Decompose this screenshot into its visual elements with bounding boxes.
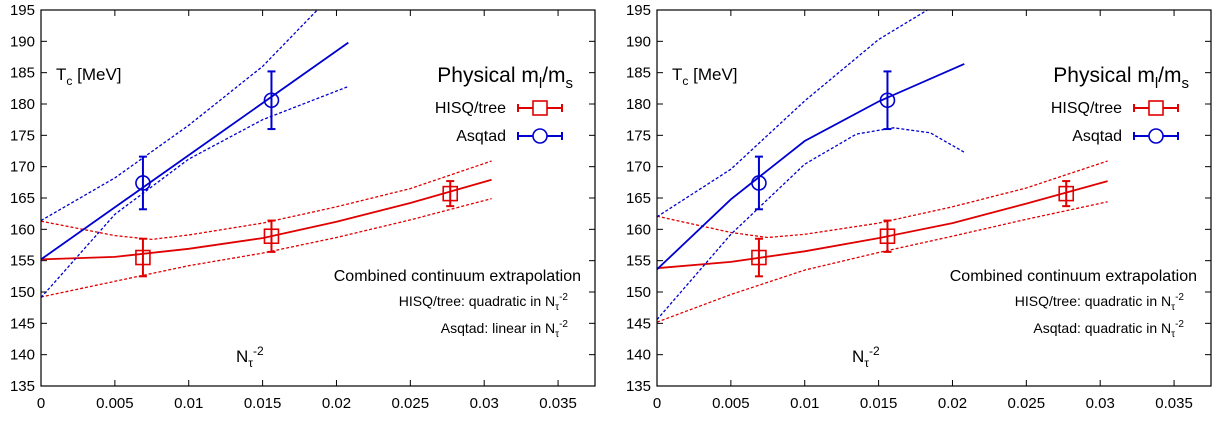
chart-title: Physical ml/ms <box>437 64 573 92</box>
y-tick-label: 135 <box>10 378 35 395</box>
y-tick-label: 160 <box>10 221 35 238</box>
x-tick-label: 0.005 <box>712 395 750 412</box>
chart-panel-1: 0 0.005 0.01 0.015 0.02 0.025 0.03 0.035 135 140 1… <box>10 2 596 412</box>
chart-panel-2: 0 0.005 0.01 0.015 0.02 0.025 0.03 0.035 135 140 1… <box>626 2 1212 412</box>
hisq-tree-point <box>442 185 459 202</box>
y-tick-label: 190 <box>626 33 651 50</box>
y-tick-label: 195 <box>626 2 651 19</box>
y-tick-label: 145 <box>10 315 35 332</box>
legend-label-asqtad: Asqtad <box>1072 128 1122 145</box>
annotation-hisq: HISQ/tree: quadratic in Nτ-2 <box>399 292 569 313</box>
y-tick-label: 180 <box>10 96 35 113</box>
hisq-tree-band-upper <box>657 160 1108 239</box>
x-tick-label: 0 <box>37 395 45 412</box>
legend-label-hisq-tree: HISQ/tree <box>435 100 506 117</box>
x-tick-label: 0.005 <box>96 395 134 412</box>
x-axis-title: Nτ-2 <box>852 344 880 370</box>
annotation-asqtad: Asqtad: quadratic in Nτ-2 <box>1033 319 1184 340</box>
asqtad-band-lower <box>657 127 965 321</box>
y-tick-label: 190 <box>10 33 35 50</box>
x-tick-label: 0.03 <box>470 395 499 412</box>
asqtad-point <box>879 92 896 109</box>
asqtad-fit-line <box>657 63 965 271</box>
x-tick-label: 0.025 <box>1008 395 1046 412</box>
asqtad-point <box>135 175 151 191</box>
y-tick-label: 135 <box>626 378 651 395</box>
annotation-hisq: HISQ/tree: quadratic in Nτ-2 <box>1015 292 1185 313</box>
plot-frame <box>656 9 1212 387</box>
chart-title: Physical ml/ms <box>1053 64 1189 92</box>
legend-label-asqtad: Asqtad <box>456 128 506 145</box>
y-tick-label: 165 <box>10 190 35 207</box>
y-tick-label: 140 <box>626 347 651 364</box>
asqtad-point <box>751 175 767 191</box>
hisq-tree-fit-line <box>41 178 492 261</box>
y-tick-label: 155 <box>626 253 651 270</box>
asqtad-band-upper <box>41 10 318 222</box>
x-tick-label: 0.015 <box>860 395 898 412</box>
y-tick-label: 145 <box>626 315 651 332</box>
x-tick-label: 0.02 <box>938 395 967 412</box>
asqtad-band-lower <box>41 85 349 299</box>
annotation-asqtad: Asqtad: linear in Nτ-2 <box>441 319 569 340</box>
y-tick-label: 140 <box>10 347 35 364</box>
y-tick-label: 180 <box>626 96 651 113</box>
y-tick-label: 155 <box>10 253 35 270</box>
legend-marker-hisq-tree <box>532 100 548 116</box>
hisq-tree-point <box>879 228 896 245</box>
x-tick-label: 0.025 <box>392 395 430 412</box>
x-tick-label: 0.015 <box>244 395 282 412</box>
y-tick-label: 170 <box>626 159 651 176</box>
y-tick-label: 175 <box>10 127 35 144</box>
y-tick-label: 150 <box>10 284 35 301</box>
x-tick-label: 0.02 <box>322 395 351 412</box>
asqtad-point <box>263 92 280 109</box>
annotation-heading: Combined continuum extrapolation <box>334 268 581 285</box>
hisq-tree-band-lower <box>657 201 1108 323</box>
hisq-tree-point <box>1058 185 1075 202</box>
y-tick-label: 185 <box>626 65 651 82</box>
hisq-tree-band-upper <box>41 160 492 241</box>
asqtad-fit-line <box>41 41 349 261</box>
x-tick-label: 0.035 <box>1155 395 1193 412</box>
hisq-tree-fit-line <box>657 180 1108 270</box>
legend-marker-asqtad <box>1148 128 1164 144</box>
hisq-tree-band-lower <box>41 197 492 298</box>
plot-area <box>41 10 492 299</box>
y-tick-label: 150 <box>626 284 651 301</box>
plot-area <box>657 10 1108 323</box>
legend-marker-asqtad <box>532 128 548 144</box>
x-tick-label: 0.03 <box>1086 395 1115 412</box>
y-tick-label: 160 <box>626 221 651 238</box>
x-axis-title: Nτ-2 <box>236 344 264 370</box>
hisq-tree-point <box>263 228 280 245</box>
x-tick-label: 0.01 <box>790 395 819 412</box>
y-tick-label: 195 <box>10 2 35 19</box>
x-tick-label: 0.01 <box>174 395 203 412</box>
y-tick-label: 165 <box>626 190 651 207</box>
y-axis-title: Tc [MeV] <box>56 65 122 88</box>
x-tick-label: 0.035 <box>539 395 577 412</box>
y-tick-label: 175 <box>626 127 651 144</box>
plot-frame <box>40 9 596 387</box>
legend-label-hisq-tree: HISQ/tree <box>1051 100 1122 117</box>
hisq-tree-point <box>135 249 151 266</box>
x-tick-label: 0 <box>653 395 661 412</box>
y-tick-label: 170 <box>10 159 35 176</box>
hisq-tree-point <box>751 249 767 266</box>
legend-marker-hisq-tree <box>1148 100 1164 116</box>
annotation-heading: Combined continuum extrapolation <box>950 268 1197 285</box>
y-tick-label: 185 <box>10 65 35 82</box>
y-axis-title: Tc [MeV] <box>672 65 738 88</box>
